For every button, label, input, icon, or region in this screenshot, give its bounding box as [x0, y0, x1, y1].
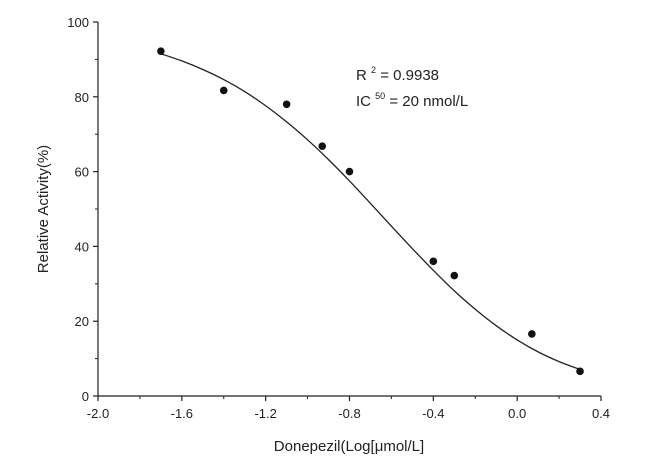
data-point — [282, 100, 291, 109]
x-tick-label: -1.6 — [171, 406, 193, 421]
y-tick-label: 60 — [75, 165, 89, 180]
ic50-annotation: IC 50 = 20 nmol/L — [356, 86, 468, 110]
y-tick-label: 100 — [67, 15, 89, 30]
x-tick-label: -0.4 — [422, 406, 444, 421]
x-tick-label: -0.8 — [338, 406, 360, 421]
fit-curve — [160, 53, 581, 371]
y-axis-label: Relative Activity(%) — [35, 145, 52, 273]
axes — [97, 22, 601, 397]
y-tick-label: 80 — [75, 90, 89, 105]
r-squared-annotation: R 2 = 0.9938 — [356, 60, 439, 84]
x-axis-label: Donepezil(Log[μmol/L] — [274, 438, 424, 455]
r2-value: = 0.9938 — [380, 67, 439, 84]
r2-label: R — [356, 67, 367, 84]
data-point — [219, 86, 228, 95]
data-points — [157, 47, 584, 376]
data-point — [528, 330, 536, 338]
x-tick-label: -2.0 — [87, 406, 109, 421]
x-tick-label: 0.0 — [508, 406, 526, 421]
data-point — [576, 367, 584, 376]
x-ticks: -2.0 -1.6 -1.2 -0.8 -0.4 0.0 0.4 — [87, 396, 610, 421]
svg-text:IC 50 = 20 nmol/L: IC 50 = 20 nmol/L — [356, 86, 468, 110]
y-tick-label: 20 — [75, 314, 89, 329]
y-tick-label: 0 — [82, 389, 89, 404]
data-point — [450, 271, 459, 280]
x-tick-label: -1.2 — [254, 406, 276, 421]
svg-text:R 2 = 0.9938: R 2 = 0.9938 — [356, 60, 439, 84]
x-tick-label: 0.4 — [592, 406, 610, 421]
r2-superscript: 2 — [371, 65, 376, 75]
ic50-label: IC — [356, 93, 371, 110]
data-point — [429, 257, 438, 266]
y-tick-label: 40 — [75, 239, 89, 254]
y-ticks: 0 20 40 60 80 100 — [67, 15, 98, 404]
ic50-superscript: 50 — [375, 91, 385, 101]
data-point — [157, 47, 165, 55]
ic50-value: = 20 nmol/L — [389, 93, 468, 110]
data-point — [345, 167, 354, 176]
data-point — [318, 142, 327, 150]
